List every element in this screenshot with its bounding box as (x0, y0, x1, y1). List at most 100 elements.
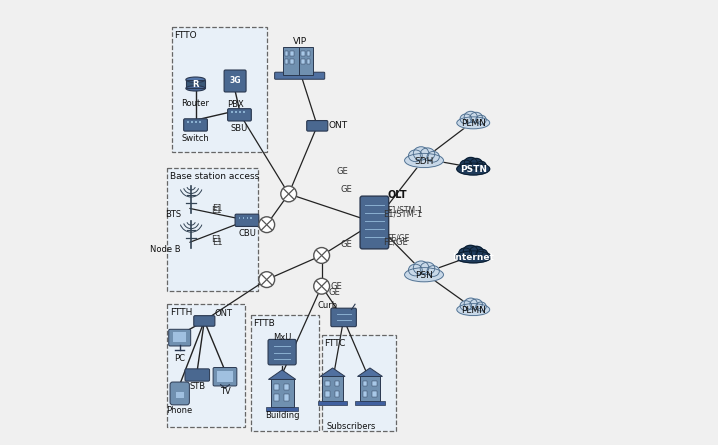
Text: SDH: SDH (414, 157, 434, 166)
Ellipse shape (414, 147, 429, 160)
Text: Router: Router (182, 99, 210, 109)
FancyBboxPatch shape (169, 329, 191, 346)
Bar (238, 217, 241, 218)
Ellipse shape (186, 86, 205, 91)
Text: E1: E1 (211, 235, 221, 243)
Ellipse shape (455, 251, 491, 263)
Text: Base station access: Base station access (170, 172, 259, 181)
Text: FE/GE: FE/GE (388, 233, 410, 242)
FancyBboxPatch shape (235, 214, 258, 227)
Ellipse shape (405, 154, 444, 168)
Ellipse shape (460, 160, 472, 170)
Bar (274, 384, 279, 390)
Circle shape (281, 186, 297, 202)
Text: E1/STM-1: E1/STM-1 (388, 206, 423, 215)
Text: OLT: OLT (388, 190, 407, 200)
Bar (187, 121, 189, 123)
Text: PSN: PSN (415, 271, 433, 280)
FancyBboxPatch shape (185, 369, 210, 381)
Ellipse shape (427, 266, 439, 276)
Text: STB: STB (190, 381, 205, 391)
FancyBboxPatch shape (167, 168, 258, 291)
Text: GE: GE (340, 240, 353, 249)
Bar (235, 111, 237, 113)
FancyBboxPatch shape (213, 368, 237, 386)
Text: Phone: Phone (167, 406, 193, 415)
Text: FTTO: FTTO (174, 31, 197, 40)
Bar (307, 51, 310, 57)
Bar (372, 381, 377, 386)
Text: Internet: Internet (452, 253, 494, 262)
FancyBboxPatch shape (322, 335, 396, 431)
Circle shape (314, 278, 330, 294)
Bar (363, 392, 368, 397)
Ellipse shape (476, 249, 488, 258)
Text: PLMN: PLMN (461, 306, 485, 315)
Ellipse shape (186, 77, 205, 82)
Bar (285, 59, 288, 64)
Polygon shape (358, 368, 383, 376)
Bar (302, 51, 305, 57)
Polygon shape (269, 370, 296, 380)
Bar (360, 376, 381, 401)
Text: TV: TV (220, 387, 230, 396)
Ellipse shape (464, 111, 477, 122)
Text: GE: GE (328, 288, 340, 297)
Bar (246, 217, 248, 218)
Text: PSTN: PSTN (460, 165, 487, 174)
Bar (290, 51, 294, 57)
Text: ONT: ONT (215, 309, 233, 318)
Bar (199, 121, 201, 123)
Bar (335, 392, 340, 397)
Bar (217, 371, 233, 382)
Bar (285, 51, 288, 57)
FancyBboxPatch shape (224, 70, 246, 92)
Ellipse shape (470, 299, 482, 309)
Ellipse shape (457, 163, 490, 175)
Bar (325, 381, 330, 386)
Ellipse shape (463, 245, 477, 257)
FancyBboxPatch shape (228, 109, 251, 121)
Ellipse shape (420, 148, 435, 160)
FancyBboxPatch shape (268, 340, 296, 365)
Text: E1: E1 (211, 206, 221, 214)
Bar (191, 121, 193, 123)
Text: VIP: VIP (293, 37, 307, 46)
Bar (274, 394, 279, 400)
Circle shape (258, 217, 274, 233)
FancyBboxPatch shape (274, 72, 325, 79)
Text: PBX: PBX (227, 100, 243, 109)
Bar (243, 111, 245, 113)
Bar (372, 392, 377, 397)
Ellipse shape (476, 115, 486, 124)
Ellipse shape (476, 302, 486, 311)
Ellipse shape (459, 248, 472, 258)
Text: GE: GE (330, 282, 342, 291)
Bar (307, 59, 310, 64)
Text: BTS: BTS (165, 210, 181, 219)
Bar (239, 111, 241, 113)
Text: FTTH: FTTH (170, 308, 192, 317)
Ellipse shape (476, 162, 486, 170)
Text: FTTC: FTTC (324, 339, 345, 348)
Text: CBU: CBU (238, 229, 256, 238)
Text: ONT: ONT (328, 121, 348, 130)
Ellipse shape (460, 114, 472, 124)
Text: MxU: MxU (273, 333, 292, 343)
Bar (186, 80, 205, 89)
Bar (231, 111, 233, 113)
Polygon shape (320, 368, 345, 376)
FancyBboxPatch shape (360, 196, 388, 249)
Bar (243, 217, 244, 218)
Text: Building: Building (265, 412, 299, 421)
Text: GE: GE (336, 167, 348, 176)
Bar (251, 217, 252, 218)
Ellipse shape (409, 150, 422, 162)
Ellipse shape (405, 267, 444, 282)
Ellipse shape (409, 264, 422, 276)
Text: E1/STM-1: E1/STM-1 (383, 209, 422, 218)
Ellipse shape (420, 262, 435, 275)
Text: Subscribers: Subscribers (327, 422, 376, 432)
Ellipse shape (460, 301, 472, 311)
Text: Switch: Switch (182, 134, 210, 143)
